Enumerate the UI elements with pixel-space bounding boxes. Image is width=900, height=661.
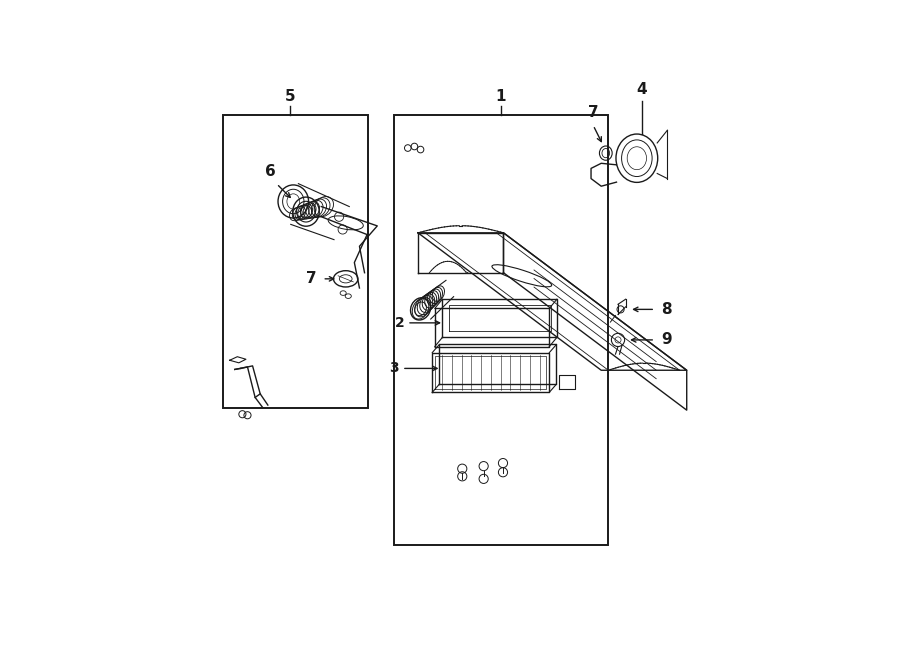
Text: 2: 2	[394, 316, 439, 330]
Bar	[394, 115, 608, 545]
Text: 4: 4	[636, 82, 647, 97]
Text: 9: 9	[662, 332, 672, 348]
Text: 7: 7	[588, 105, 598, 120]
Text: 6: 6	[265, 163, 275, 178]
Text: 3: 3	[390, 362, 437, 375]
Text: 8: 8	[662, 302, 672, 317]
Text: 5: 5	[285, 89, 296, 104]
Text: 1: 1	[496, 89, 506, 104]
Bar	[223, 115, 368, 408]
Text: 7: 7	[306, 271, 316, 286]
